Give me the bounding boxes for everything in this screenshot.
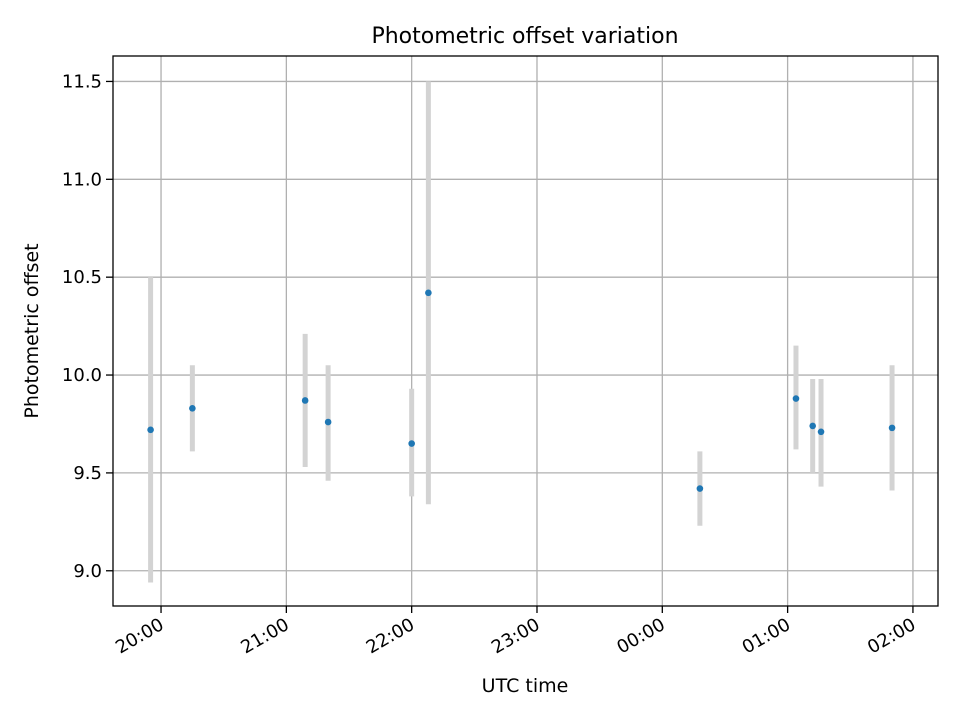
x-axis-label: UTC time xyxy=(482,675,569,697)
data-point xyxy=(809,422,816,430)
chart-title: Photometric offset variation xyxy=(371,24,678,49)
data-point xyxy=(792,395,800,402)
y-tick-label: 10.0 xyxy=(62,365,102,386)
data-point xyxy=(189,405,196,412)
y-tick-label: 11.5 xyxy=(62,71,102,92)
y-tick-label: 9.5 xyxy=(73,463,102,484)
data-point xyxy=(408,440,415,447)
y-axis-label: Photometric offset xyxy=(21,243,43,418)
y-axis: 9.0 9.5 10.0 10.5 11.0 11.5 xyxy=(62,71,113,582)
data-point xyxy=(425,289,432,297)
data-point xyxy=(301,397,309,404)
grid xyxy=(113,56,938,606)
data-point xyxy=(324,418,332,426)
data-point xyxy=(696,485,704,492)
data-point xyxy=(147,426,154,434)
data-point xyxy=(888,424,896,432)
data-points xyxy=(147,289,896,492)
plot-frame xyxy=(112,55,939,607)
y-tick-label: 11.0 xyxy=(62,169,102,190)
data-point xyxy=(817,428,825,436)
y-tick-label: 10.5 xyxy=(62,267,102,288)
y-tick-label: 9.0 xyxy=(73,561,102,582)
